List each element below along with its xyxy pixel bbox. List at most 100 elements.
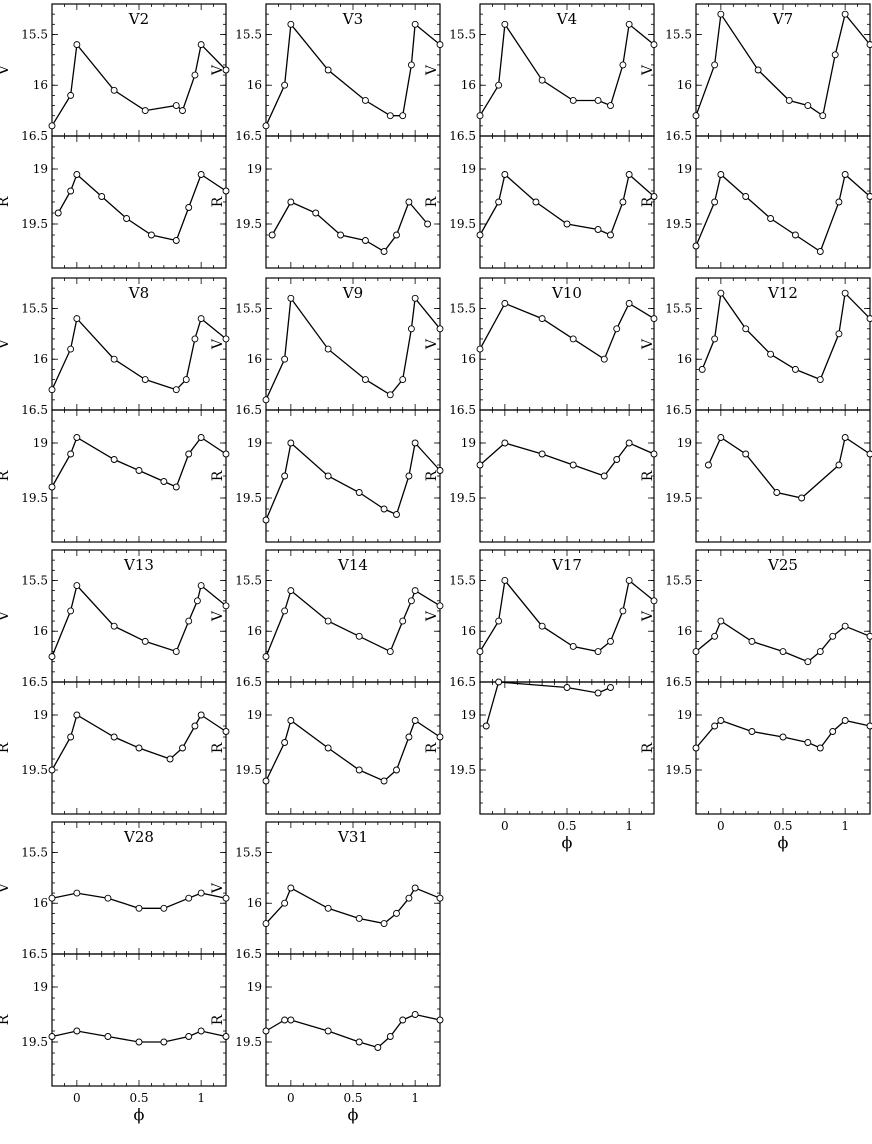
x-tick-label: 0 [287,1091,295,1105]
data-point [110,86,118,94]
data-point [407,61,415,69]
data-point [569,335,577,343]
data-point [399,112,407,120]
data-point [73,1027,81,1035]
data-point [495,617,503,625]
data-point [393,766,400,774]
data-point [594,648,602,655]
data-point [819,112,827,120]
star-label: V28 [123,828,154,846]
y-tick-label: 15.5 [449,573,476,587]
data-point [160,1038,168,1046]
data-point [538,315,546,323]
data-point [355,766,363,774]
data-point [361,376,369,383]
data-point [287,587,295,595]
y-tick-label: 19.5 [665,491,692,505]
data-point [436,894,444,902]
panel-v17-v: 15.5 16 16.5 V V17 [424,549,658,689]
data-point [569,461,577,469]
data-point [287,294,295,302]
data-point [650,41,658,49]
data-point [399,376,407,383]
x-tick-label: 0.5 [343,1091,362,1105]
data-point [835,461,843,469]
data-point [182,376,190,383]
data-point [110,355,118,363]
panel-v9-v: 15.5 16 16.5 V V9 [210,277,444,417]
data-point [386,112,394,120]
data-point [841,289,849,297]
data-point [324,617,332,625]
data-point [172,648,180,655]
data-point [501,171,509,178]
y-tick-label: 16.5 [235,403,262,417]
y-tick-label: 15.5 [235,573,262,587]
y-tick-label: 19 [677,436,692,450]
data-point [501,299,509,307]
data-point [501,577,509,584]
data-point [779,733,787,741]
y-tick-label: 16.5 [21,675,48,689]
data-point [399,617,407,625]
data-point [222,1033,230,1040]
panel-v4-v: 15.5 16 16.5 V V4 [424,3,658,143]
data-point [73,315,81,323]
data-point [831,51,839,59]
data-point [495,81,503,89]
band-label: R [0,742,12,753]
data-point [692,112,700,120]
star-label: V17 [551,556,582,574]
band-label: R [424,196,440,207]
y-tick-label: 19 [33,708,48,722]
y-tick-label: 16 [247,624,262,638]
light-curve-line [479,173,655,236]
light-curve-line [695,12,871,117]
data-point [841,10,849,18]
data-point [281,899,289,907]
data-point [386,391,394,399]
panel-v12-v: 15.5 16 16.5 V V12 [640,277,872,417]
data-point [281,1016,289,1024]
data-point [281,81,289,89]
y-tick-label: 15.5 [21,301,48,315]
star-label: V4 [556,10,577,28]
panel-v10-v: 15.5 16 16.5 V V10 [424,277,658,417]
star-label: V25 [767,556,798,574]
data-point [67,187,75,195]
y-tick-label: 15.5 [21,27,48,41]
data-point [172,483,180,491]
y-tick-label: 19 [247,162,262,176]
data-point [411,439,419,447]
data-point [73,582,81,589]
data-point [135,904,143,912]
y-tick-label: 16 [677,352,692,366]
data-point [563,220,571,228]
light-curve-line [51,43,227,127]
data-point [866,632,872,640]
x-tick-label: 1 [625,819,633,833]
y-tick-label: 16 [33,896,48,910]
data-point [172,386,180,394]
data-point [135,467,143,474]
data-point [436,41,444,49]
data-point [191,71,199,79]
data-point [791,231,799,239]
data-point [48,386,56,394]
panel-v2-r: 19 19.5 R [0,135,230,269]
data-point [222,66,230,74]
data-point [436,602,444,610]
data-point [197,171,205,178]
data-point [835,198,843,206]
panel-v28-r: 19 19.5 R [0,953,230,1087]
panel-v2-v: 15.5 16 16.5 V V2 [0,3,230,143]
data-point [110,733,118,741]
data-point [625,439,633,447]
data-point [594,226,602,233]
data-point [767,350,775,358]
panel-v9-r: 19 19.5 R [210,409,444,543]
data-point [436,1016,444,1024]
data-point [197,434,205,441]
panel-frame [695,135,871,269]
band-label: R [210,742,226,753]
